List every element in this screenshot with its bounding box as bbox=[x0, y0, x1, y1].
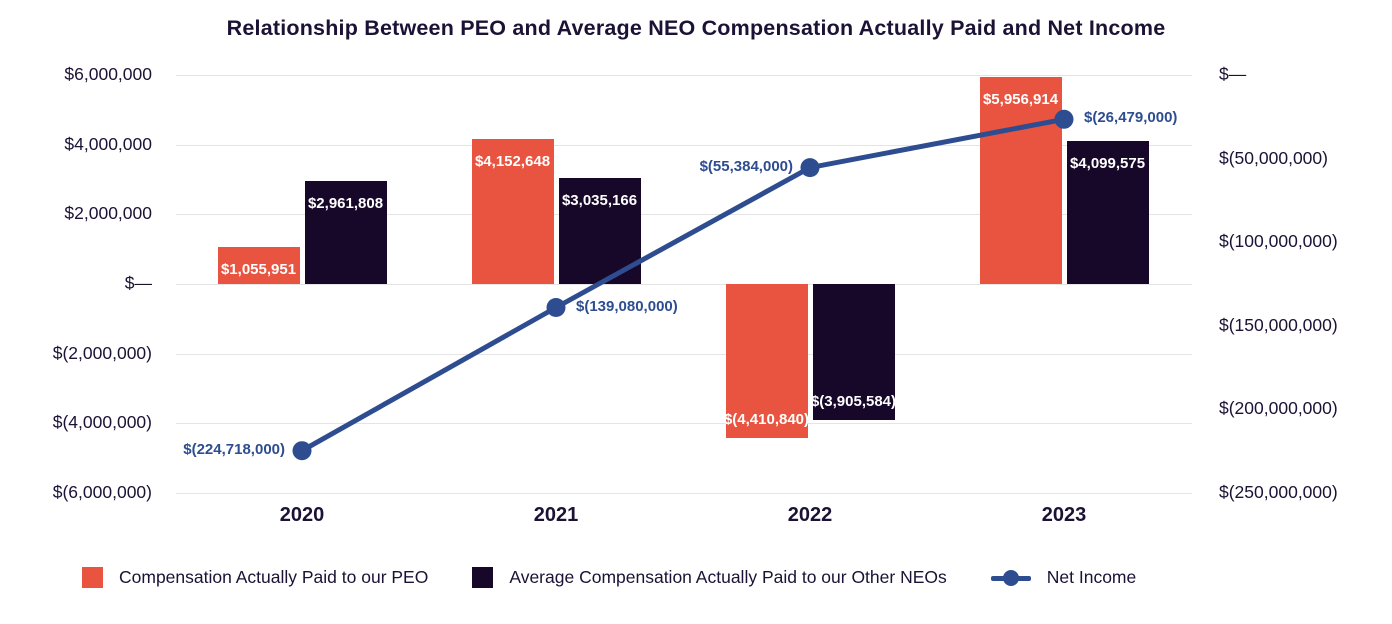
net-income-point bbox=[292, 441, 312, 461]
legend-label-neo: Average Compensation Actually Paid to ou… bbox=[509, 567, 947, 587]
neo-bar-swatch-icon bbox=[472, 567, 494, 588]
legend-label-peo: Compensation Actually Paid to our PEO bbox=[119, 567, 429, 587]
net-income-line-swatch-icon bbox=[990, 569, 1031, 586]
right-axis-tick-label: $— bbox=[1219, 64, 1247, 84]
gridline bbox=[176, 284, 1192, 285]
x-axis-year-label: 2020 bbox=[279, 504, 325, 526]
x-axis-year-label: 2022 bbox=[787, 504, 833, 526]
peo-bar-value-label: $(4,410,840) bbox=[723, 410, 810, 428]
x-axis-year-label: 2023 bbox=[1041, 504, 1087, 526]
left-axis-tick-label: $(4,000,000) bbox=[52, 412, 152, 433]
net-income-value-label: $(55,384,000) bbox=[699, 157, 793, 175]
peo-bar-value-label: $5,956,914 bbox=[982, 90, 1059, 108]
legend-item-neo: Average Compensation Actually Paid to ou… bbox=[472, 567, 947, 588]
peo-bar-value-label: $1,055,951 bbox=[220, 261, 297, 279]
chart-title: Relationship Between PEO and Average NEO… bbox=[226, 16, 1166, 40]
right-axis-tick-label: $(150,000,000) bbox=[1219, 314, 1338, 335]
left-axis-tick-label: $(6,000,000) bbox=[52, 482, 152, 502]
peo-bar-value-label: $4,152,648 bbox=[474, 153, 551, 171]
neo-bar-value-label: $2,961,808 bbox=[307, 194, 384, 212]
legend-label-net-income: Net Income bbox=[1046, 567, 1137, 587]
net-income-value-label: $(224,718,000) bbox=[183, 440, 285, 458]
left-axis-tick-label: $(2,000,000) bbox=[52, 342, 152, 363]
left-axis-tick-label: $4,000,000 bbox=[64, 133, 152, 154]
net-income-point bbox=[800, 158, 820, 178]
net-income-point bbox=[546, 298, 566, 317]
gridline bbox=[176, 75, 1192, 76]
net-income-value-label: $(26,479,000) bbox=[1084, 109, 1178, 127]
gridline bbox=[176, 353, 1192, 355]
x-axis-year-label: 2021 bbox=[533, 504, 579, 526]
peo-bar bbox=[979, 76, 1062, 284]
gridline bbox=[176, 493, 1192, 494]
right-axis-tick-label: $(250,000,000) bbox=[1219, 482, 1338, 502]
left-axis-tick-label: $6,000,000 bbox=[64, 64, 152, 84]
right-axis-tick-label: $(200,000,000) bbox=[1219, 398, 1338, 419]
neo-bar bbox=[1066, 141, 1149, 284]
neo-bar-value-label: $4,099,575 bbox=[1069, 155, 1146, 173]
legend: Compensation Actually Paid to our PEO Av… bbox=[82, 567, 1136, 588]
left-axis-tick-label: $— bbox=[124, 273, 152, 293]
legend-item-net-income: Net Income bbox=[990, 567, 1137, 588]
right-axis-tick-label: $(50,000,000) bbox=[1219, 147, 1328, 168]
gridline bbox=[176, 423, 1192, 425]
peo-bar bbox=[217, 247, 300, 284]
net-income-value-label: $(139,080,000) bbox=[576, 297, 678, 315]
peo-bar-swatch-icon bbox=[82, 567, 103, 588]
left-axis-tick-label: $2,000,000 bbox=[64, 203, 152, 224]
net-income-line bbox=[300, 116, 1065, 453]
neo-bar-value-label: $3,035,166 bbox=[561, 192, 638, 210]
neo-bar-value-label: $(3,905,584) bbox=[810, 393, 897, 410]
right-axis-tick-label: $(100,000,000) bbox=[1219, 231, 1338, 252]
legend-item-peo: Compensation Actually Paid to our PEO bbox=[82, 567, 428, 588]
